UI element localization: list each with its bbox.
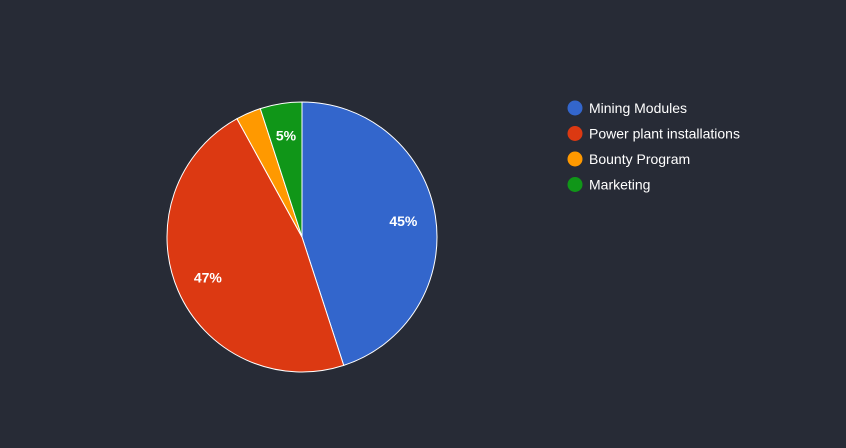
pie-slice-marketing[interactable] <box>259 101 303 238</box>
legend-label-bounty-program: Bounty Program <box>589 151 690 167</box>
legend-item-marketing[interactable]: Marketing <box>567 177 651 193</box>
legend-item-bounty-program[interactable]: Bounty Program <box>567 151 691 167</box>
legend-label-marketing: Marketing <box>589 177 650 193</box>
pie-slice-labels: 45% 47% 5% <box>194 128 418 286</box>
legend-swatch-bounty-program <box>567 151 583 167</box>
pie-slices <box>166 101 438 373</box>
legend-swatch-power-plant-installations <box>567 126 583 141</box>
pie-slice-mining-modules[interactable] <box>301 101 438 367</box>
legend: Mining Modules Power plant installations B… <box>567 100 740 193</box>
pie-slice-power-plant-installations[interactable] <box>166 118 345 373</box>
legend-item-mining-modules[interactable]: Mining Modules <box>567 100 688 116</box>
slice-label-marketing: 5% <box>276 128 297 144</box>
legend-label-mining-modules: Mining Modules <box>589 100 687 116</box>
slice-label-mining-modules: 45% <box>389 213 418 229</box>
legend-swatch-mining-modules <box>567 100 583 116</box>
slice-label-power-plant-installations: 47% <box>194 270 223 286</box>
legend-swatch-marketing <box>567 177 583 192</box>
legend-label-power-plant-installations: Power plant installations <box>589 126 740 142</box>
legend-item-power-plant-installations[interactable]: Power plant installations <box>567 126 740 142</box>
